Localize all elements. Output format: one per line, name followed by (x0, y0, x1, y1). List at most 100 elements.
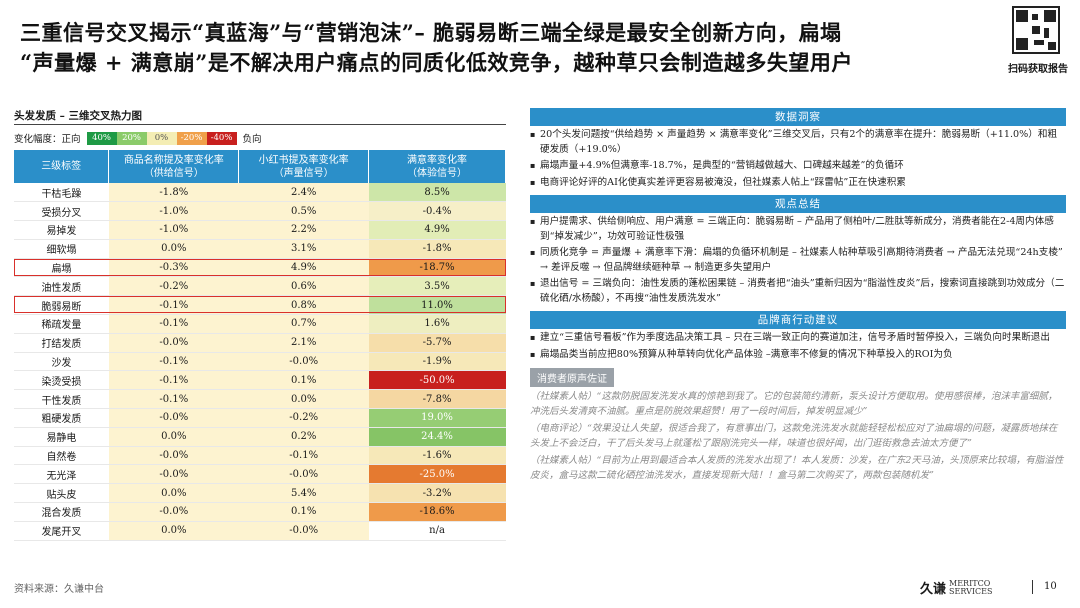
satisfaction-cell: -1.9% (368, 352, 506, 372)
list-item: 电商评论好评的AI化使真实差评更容易被淹没，但社媒素人帖上“踩雷帖”正在快速积累 (530, 176, 1066, 191)
consumer-voice-tag: 消费者原声佐证 (530, 368, 614, 387)
voice-cell: 0.7% (238, 314, 369, 334)
supply-cell: -1.8% (108, 183, 239, 203)
voice-cell: 0.1% (238, 502, 369, 522)
voice-cell: 0.0% (238, 389, 369, 410)
table-row: 扁塌 -0.3% 4.9% -18.7% (14, 258, 506, 278)
voice-cell: 4.9% (238, 258, 369, 278)
source-note: 资料来源：久谦中台 (14, 584, 104, 595)
section-head-insights: 数据洞察 (530, 108, 1066, 126)
consumer-quote: （社媒素人帖）“这款防脱固发洗发水真的惊艳到我了。它的包装简约清新，泵头设计方便… (530, 391, 1058, 417)
row-label: 稀疏发量 (14, 314, 109, 334)
table-row: 打结发质 -0.0% 2.1% -5.7% (14, 333, 506, 353)
heatmap-table: 三级标签 商品名称提及率变化率 （供给信号） 小红书提及率变化率 （声量信号） … (14, 150, 506, 541)
page-title: 三重信号交叉揭示“真蓝海”与“营销泡沫”– 脆弱易断三端全绿是最安全创新方向，扁… (20, 18, 980, 78)
table-row: 稀疏发量 -0.1% 0.7% 1.6% (14, 314, 506, 334)
supply-cell: 0.0% (108, 239, 239, 259)
legend-swatch: 40% (86, 131, 117, 145)
insights-list: 20个头发问题按“供给趋势 × 声量趋势 × 满意率变化”三维交叉后，只有2个的… (530, 126, 1066, 195)
supply-cell: -0.1% (108, 295, 239, 316)
list-item: 退出信号 = 三端负向：油性发质的蓬松困果链 – 消费者把“油头”重新归因为“脂… (530, 277, 1066, 306)
col-header-supply: 商品名称提及率变化率 （供给信号） (108, 150, 240, 183)
row-label: 染烫受损 (14, 370, 109, 391)
list-item: 用户提需求、供给侧响应、用户满意 = 三端正向：脆弱易断 – 产品用了侧柏叶/二… (530, 215, 1066, 244)
supply-cell: -0.1% (108, 389, 239, 410)
color-legend: 变化幅度：正向 40% 20% 0% -20% -40% 负向 (14, 131, 262, 145)
satisfaction-cell: -5.7% (368, 333, 506, 353)
list-item: 建立“三重信号看板”作为季度选品决策工具 – 只在三端一致正向的赛道加注，信号矛… (530, 331, 1066, 346)
supply-cell: -0.0% (108, 464, 239, 485)
row-label: 油性发质 (14, 276, 109, 297)
satisfaction-cell: -18.6% (368, 502, 506, 522)
supply-cell: -1.0% (108, 220, 239, 240)
voice-cell: 0.6% (238, 276, 369, 297)
brand-cn: 久谦 (920, 582, 947, 597)
satisfaction-cell: 8.5% (368, 183, 506, 203)
supply-cell: 0.0% (108, 427, 239, 447)
row-label: 沙发 (14, 352, 109, 372)
row-label: 发尾开叉 (14, 521, 109, 541)
row-label: 脆弱易断 (14, 295, 109, 316)
voice-cell: -0.1% (238, 446, 369, 466)
list-item: 扁塌声量+4.9%但满意率-18.7%，是典型的“营销越做越大、口碑越来越差”的… (530, 159, 1066, 174)
table-row: 粗硬发质 -0.0% -0.2% 19.0% (14, 408, 506, 428)
qr-code-icon[interactable] (1012, 6, 1060, 54)
table-row: 易掉发 -1.0% 2.2% 4.9% (14, 220, 506, 240)
row-label: 细软塌 (14, 239, 109, 259)
satisfaction-cell: 4.9% (368, 220, 506, 240)
row-label: 打结发质 (14, 333, 109, 353)
supply-cell: -1.0% (108, 201, 239, 222)
row-label: 易掉发 (14, 220, 109, 240)
satisfaction-cell: n/a (368, 521, 506, 541)
legend-label: 变化幅度：正向 (14, 134, 81, 145)
satisfaction-cell: 3.5% (368, 276, 506, 297)
table-row: 干性发质 -0.1% 0.0% -7.8% (14, 389, 506, 410)
supply-cell: 0.0% (108, 521, 239, 541)
row-label: 自然卷 (14, 446, 109, 466)
brand-logo: 久谦 MERITCO SERVICES (920, 578, 992, 597)
row-label: 扁塌 (14, 258, 109, 278)
voice-cell: 0.2% (238, 427, 369, 447)
table-row: 易静电 0.0% 0.2% 24.4% (14, 427, 506, 447)
voice-cell: -0.0% (238, 352, 369, 372)
legend-neg-label: 负向 (242, 134, 262, 145)
summary-list: 用户提需求、供给侧响应、用户满意 = 三端正向：脆弱易断 – 产品用了侧柏叶/二… (530, 213, 1066, 311)
voice-cell: 0.5% (238, 201, 369, 222)
supply-cell: -0.1% (108, 314, 239, 334)
table-row: 沙发 -0.1% -0.0% -1.9% (14, 352, 506, 372)
heatmap-heading: 头发发质 – 三维交叉热力图 (14, 110, 143, 122)
satisfaction-cell: -1.8% (368, 239, 506, 259)
satisfaction-cell: -18.7% (368, 258, 506, 278)
legend-swatch: -20% (176, 131, 207, 145)
table-row: 无光泽 -0.0% -0.0% -25.0% (14, 464, 506, 485)
table-row: 自然卷 -0.0% -0.1% -1.6% (14, 446, 506, 466)
row-label: 粗硬发质 (14, 408, 109, 428)
row-label: 易静电 (14, 427, 109, 447)
section-head-summary: 观点总结 (530, 195, 1066, 213)
satisfaction-cell: 1.6% (368, 314, 506, 334)
table-row: 混合发质 -0.0% 0.1% -18.6% (14, 502, 506, 522)
supply-cell: -0.3% (108, 258, 239, 278)
table-row: 染烫受损 -0.1% 0.1% -50.0% (14, 370, 506, 391)
satisfaction-cell: -50.0% (368, 370, 506, 391)
voice-cell: -0.0% (238, 464, 369, 485)
satisfaction-cell: -25.0% (368, 464, 506, 485)
satisfaction-cell: -3.2% (368, 483, 506, 504)
section-head-actions: 品牌商行动建议 (530, 311, 1066, 329)
voice-cell: 0.1% (238, 370, 369, 391)
voice-cell: -0.2% (238, 408, 369, 428)
col-header-voice: 小红书提及率变化率 （声量信号） (238, 150, 370, 183)
supply-cell: -0.1% (108, 352, 239, 372)
table-row: 脆弱易断 -0.1% 0.8% 11.0% (14, 295, 506, 316)
row-label: 贴头皮 (14, 483, 109, 504)
list-item: 20个头发问题按“供给趋势 × 声量趋势 × 满意率变化”三维交叉后，只有2个的… (530, 128, 1066, 157)
legend-swatch: -40% (206, 131, 237, 145)
table-header-row: 三级标签 商品名称提及率变化率 （供给信号） 小红书提及率变化率 （声量信号） … (14, 150, 506, 183)
supply-cell: -0.0% (108, 408, 239, 428)
brand-en-line1: MERITCO (949, 578, 991, 588)
supply-cell: -0.0% (108, 333, 239, 353)
satisfaction-cell: 24.4% (368, 427, 506, 447)
table-row: 细软塌 0.0% 3.1% -1.8% (14, 239, 506, 259)
voice-cell: 2.1% (238, 333, 369, 353)
supply-cell: 0.0% (108, 483, 239, 504)
